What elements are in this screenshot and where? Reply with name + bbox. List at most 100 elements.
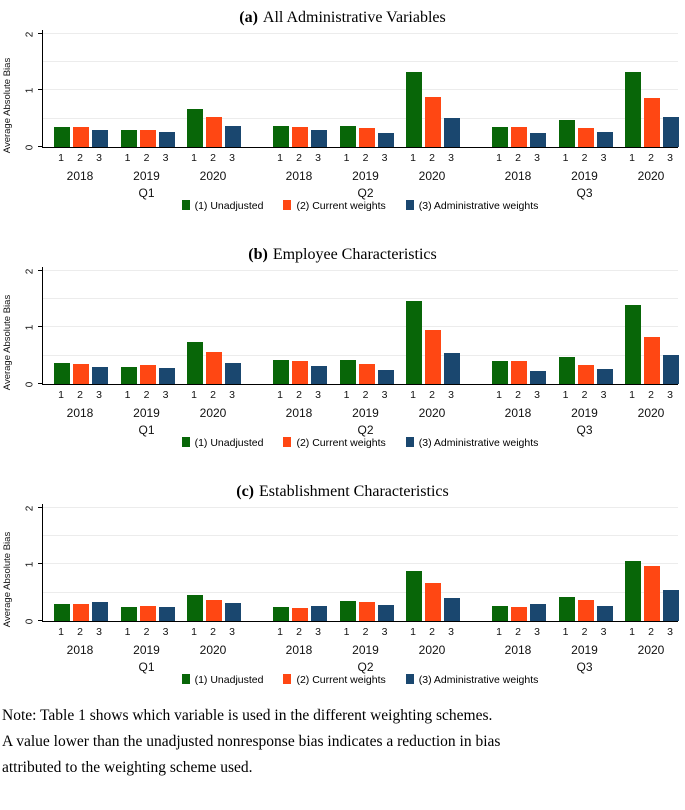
bar-number-label: 1 xyxy=(343,152,350,164)
bar-number-label: 2 xyxy=(362,152,369,164)
panel-a-plot: 0 1 2 xyxy=(25,30,679,150)
year-label: 2019 xyxy=(133,643,160,657)
legend-item: (1) Unadjusted xyxy=(181,436,264,450)
bar xyxy=(663,354,679,384)
bar-number-label: 1 xyxy=(191,389,197,401)
bar-number-label: 1 xyxy=(191,626,197,638)
legend-item: (2) Current weights xyxy=(283,199,386,213)
legend-swatch-icon xyxy=(181,674,190,684)
bar-number-label: 3 xyxy=(381,389,388,401)
bar-number-label: 3 xyxy=(229,152,235,164)
y-axis-tick xyxy=(38,32,43,34)
bar-number-label: 3 xyxy=(162,152,169,164)
bar-number-label: 1 xyxy=(58,152,64,164)
legend-label: (3) Administrative weights xyxy=(418,437,539,449)
bar xyxy=(187,341,203,384)
bar xyxy=(339,125,356,147)
gridline xyxy=(43,506,678,508)
bar-number-label: 1 xyxy=(562,152,569,164)
bar-number-label: 2 xyxy=(296,152,302,164)
y-axis-tick xyxy=(38,269,43,271)
bar-number-label: 3 xyxy=(315,389,321,401)
bar-number-label: 2 xyxy=(77,626,83,638)
legend-swatch-icon xyxy=(405,674,414,684)
bar xyxy=(625,304,641,384)
bar xyxy=(292,608,308,621)
bar-number-label: 1 xyxy=(562,626,569,638)
bar-number-label: 1 xyxy=(124,389,131,401)
y-axis-tick xyxy=(38,563,43,565)
bar xyxy=(358,128,375,147)
bar-number-label: 3 xyxy=(600,152,607,164)
bar xyxy=(444,598,460,621)
bar xyxy=(444,117,460,147)
legend-swatch-icon xyxy=(181,437,190,447)
legend-swatch-icon xyxy=(405,437,414,447)
bar xyxy=(644,566,660,621)
gridline xyxy=(43,269,678,271)
bar-number-label: 2 xyxy=(581,152,588,164)
bar-number-label: 1 xyxy=(629,152,635,164)
bar-number-label: 2 xyxy=(143,389,150,401)
quarter-label: Q1 xyxy=(138,660,155,674)
bar-number-label: 2 xyxy=(429,626,435,638)
y-axis-tick xyxy=(38,89,43,91)
legend-swatch-icon xyxy=(283,200,292,210)
bar xyxy=(558,597,575,621)
panel-a: (a) All Administrative Variables Average … xyxy=(0,8,685,217)
panel-c-legend: (1) Unadjusted (2) Current weights (3) Adm… xyxy=(42,673,678,691)
gridline xyxy=(43,591,678,593)
bar-number-label: 1 xyxy=(496,152,502,164)
bar-number-label: 3 xyxy=(315,626,321,638)
bar xyxy=(225,602,241,621)
bar xyxy=(644,337,660,384)
bar-number-label: 3 xyxy=(162,626,169,638)
gridline xyxy=(43,32,678,34)
bar-number-label: 2 xyxy=(515,389,521,401)
bar xyxy=(530,133,546,147)
year-label: 2020 xyxy=(418,169,446,183)
bar xyxy=(292,361,308,384)
bar xyxy=(511,126,527,147)
bar-number-label: 3 xyxy=(448,389,454,401)
bar xyxy=(206,599,222,621)
legend-label: (1) Unadjusted xyxy=(194,437,264,449)
bar xyxy=(273,125,289,147)
y-axis-tick-label: 2 xyxy=(24,505,36,512)
legend-label: (2) Current weights xyxy=(296,200,386,212)
year-label: 2020 xyxy=(199,169,227,183)
year-label: 2018 xyxy=(504,406,532,420)
year-label: 2020 xyxy=(637,169,665,183)
note-line: Note: Table 1 shows which variable is us… xyxy=(2,707,493,724)
bar-number-label: 1 xyxy=(124,626,131,638)
year-label: 2020 xyxy=(418,406,446,420)
bar xyxy=(577,365,594,384)
bar-number-label: 3 xyxy=(229,389,235,401)
bar xyxy=(54,363,70,384)
y-axis-tick-label: 2 xyxy=(24,268,36,275)
bar-number-label: 3 xyxy=(534,626,540,638)
y-axis-tick xyxy=(38,383,43,384)
gridline xyxy=(43,535,678,537)
bar xyxy=(120,366,137,384)
bar-number-label: 3 xyxy=(448,626,454,638)
panel-b-plot: 0 1 2 xyxy=(25,267,679,387)
bar-number-label: 2 xyxy=(362,389,369,401)
year-label: 2019 xyxy=(352,406,379,420)
panel-b-legend: (1) Unadjusted (2) Current weights (3) Adm… xyxy=(42,436,678,454)
bar xyxy=(158,606,175,621)
y-axis-tick-label: 1 xyxy=(24,562,36,568)
bar xyxy=(206,117,222,147)
bar xyxy=(625,72,641,147)
year-label: 2018 xyxy=(66,406,94,420)
panel-c-title-prefix: (c) xyxy=(236,483,255,500)
bar xyxy=(339,360,356,384)
quarter-label: Q3 xyxy=(576,186,593,200)
legend-label: (3) Administrative weights xyxy=(418,200,539,212)
bar xyxy=(311,129,327,147)
bar xyxy=(492,606,508,621)
